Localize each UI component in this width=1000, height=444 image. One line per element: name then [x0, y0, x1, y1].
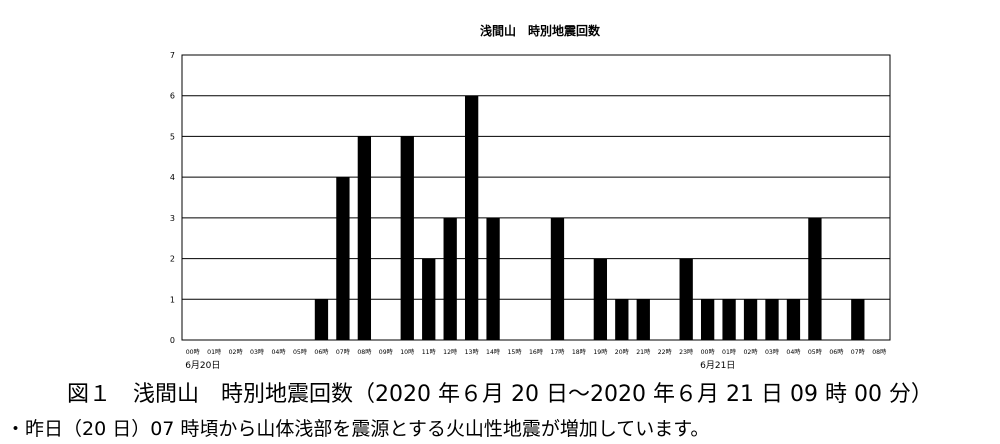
x-tick-label: 05時	[808, 349, 822, 356]
x-tick-label: 20時	[615, 349, 629, 356]
x-tick-label: 05時	[293, 349, 307, 356]
x-tick-label: 06時	[314, 349, 328, 356]
x-tick-label: 03時	[765, 349, 779, 356]
bar	[357, 136, 372, 340]
x-tick-label: 00時	[701, 349, 715, 356]
x-tick-label: 10時	[400, 349, 414, 356]
bar	[765, 299, 779, 340]
y-tick-label: 0	[170, 336, 175, 345]
bar	[400, 136, 414, 340]
y-tick-label: 6	[170, 92, 175, 101]
date-label: 6月21日	[700, 360, 735, 371]
bar	[336, 177, 350, 340]
bar	[786, 299, 801, 340]
bar	[851, 299, 865, 340]
x-tick-label: 09時	[379, 349, 393, 356]
x-tick-label: 18時	[572, 349, 586, 356]
date-labels: 6月20日 6月21日	[185, 360, 735, 371]
y-tick-labels: 0 1 2 3 4 5 6 7	[170, 51, 175, 345]
x-tick-label: 14時	[486, 349, 500, 356]
gridlines	[182, 95, 890, 300]
y-tick-label: 3	[170, 214, 175, 223]
bar	[464, 95, 479, 340]
x-tick-labels: 00時 01時 02時 03時 04時 05時 06時 07時 08時 09時 10時 11時 12時 1…	[186, 349, 887, 356]
y-tick-label: 7	[170, 51, 175, 60]
bar	[550, 217, 565, 340]
figure-caption: 図１ 浅間山 時別地震回数（2020 年６月 20 日～2020 年６月 21 …	[67, 382, 933, 407]
x-tick-label: 16時	[529, 349, 543, 356]
x-tick-label: 19時	[593, 349, 607, 356]
x-tick-label: 13時	[465, 349, 479, 356]
x-tick-label: 07時	[851, 349, 865, 356]
x-tick-label: 04時	[786, 349, 800, 356]
bar	[636, 299, 650, 340]
x-tick-label: 23時	[679, 349, 693, 356]
y-tick-label: 2	[170, 255, 175, 264]
bar	[679, 258, 693, 340]
x-tick-label: 21時	[636, 349, 650, 356]
chart-title: 浅間山 時別地震回数	[480, 23, 601, 38]
x-tick-label: 04時	[272, 349, 286, 356]
x-tick-label: 12時	[443, 349, 457, 356]
x-tick-label: 03時	[250, 349, 264, 356]
x-tick-label: 22時	[658, 349, 672, 356]
bar	[486, 217, 500, 340]
hourly-earthquake-chart: 浅間山 時別地震回数 0 1 2 3 4 5 6 7 00時 01時 02時 03時 04時 05時 06…	[170, 23, 891, 371]
bar	[593, 258, 608, 340]
y-tick-label: 1	[170, 295, 175, 304]
note-text: ・昨日（20 日）07 時頃から山体浅部を震源とする火山性地震が増加しています。	[6, 418, 710, 440]
x-tick-label: 08時	[872, 349, 886, 356]
x-tick-label: 11時	[422, 349, 436, 356]
x-tick-label: 15時	[508, 349, 522, 356]
x-tick-label: 01時	[207, 349, 221, 356]
bar	[422, 258, 436, 340]
x-tick-label: 02時	[744, 349, 758, 356]
y-tick-label: 5	[170, 132, 175, 141]
date-label: 6月20日	[185, 360, 220, 371]
x-tick-label: 08時	[357, 349, 371, 356]
bar	[743, 299, 758, 340]
x-tick-label: 07時	[336, 349, 350, 356]
bar	[443, 217, 457, 340]
bar	[314, 299, 329, 340]
x-tick-label: 00時	[186, 349, 200, 356]
bar	[722, 299, 736, 340]
x-tick-label: 06時	[829, 349, 843, 356]
bar	[808, 217, 822, 340]
plot-area-frame	[181, 54, 891, 341]
bars	[314, 95, 865, 340]
bar	[615, 299, 629, 340]
x-tick-label: 02時	[229, 349, 243, 356]
x-tick-label: 17時	[550, 349, 564, 356]
y-tick-label: 4	[170, 173, 175, 182]
x-tick-label: 01時	[722, 349, 736, 356]
bar	[700, 299, 715, 340]
